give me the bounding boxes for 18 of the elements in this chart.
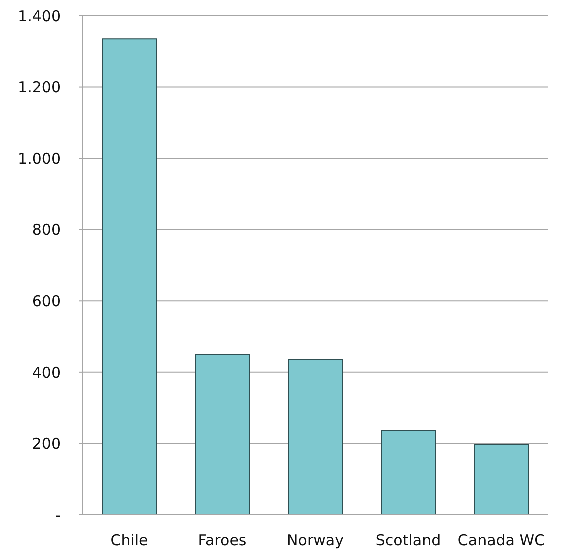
x-tick-label: Canada WC [458,532,546,550]
y-tick-label: 600 [32,292,61,310]
y-tick-label: 400 [32,364,61,382]
y-tick-label: 800 [32,221,61,240]
y-tick-label: 1.400 [18,7,61,26]
x-tick-label: Faroes [198,532,247,550]
bar [474,444,530,515]
y-tick-label: - [56,506,61,524]
x-tick-label: Norway [287,532,344,550]
x-tick-label: Chile [110,532,148,550]
bar [195,354,250,515]
x-tick-label: Scotland [376,532,442,550]
bar [102,38,158,515]
bar [288,359,344,515]
bar [381,430,436,515]
y-tick-label: 1.200 [18,78,61,97]
y-tick-label: 1.000 [18,150,61,168]
y-tick-label: 200 [32,435,61,454]
